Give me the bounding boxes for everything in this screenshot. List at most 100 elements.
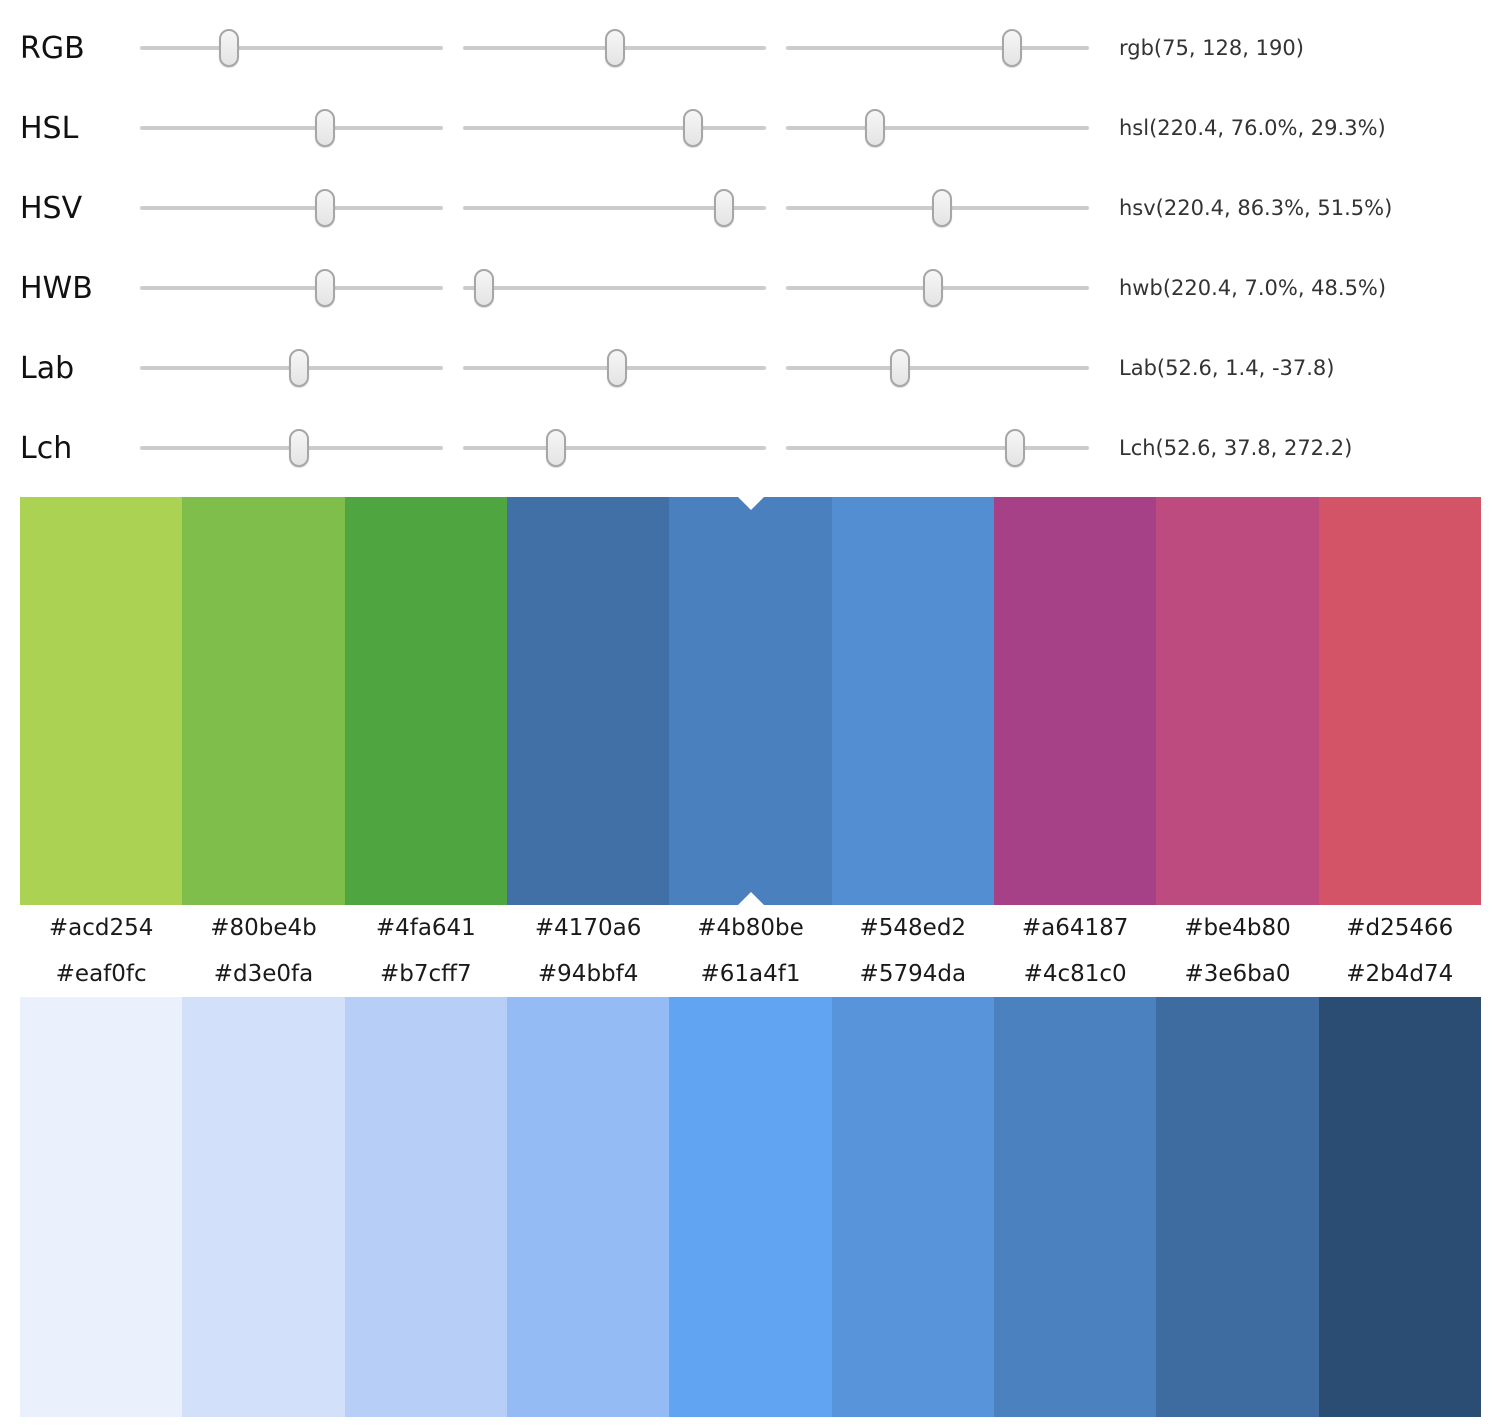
slider-track-line <box>786 366 1089 370</box>
slider-track[interactable] <box>786 26 1089 70</box>
slider-track[interactable] <box>140 26 443 70</box>
palette-swatch[interactable] <box>1318 997 1481 1417</box>
slider-thumb[interactable] <box>289 349 310 387</box>
palette-swatch[interactable] <box>669 497 832 905</box>
palette-swatch[interactable] <box>831 997 994 1417</box>
colorspace-label: HWB <box>20 270 93 306</box>
hue-palette-block: #acd254 #80be4b #4fa641 #4170a6 #4b80be #548e… <box>20 497 1481 951</box>
palette-swatch[interactable] <box>182 997 345 1417</box>
slider-track[interactable] <box>463 266 766 310</box>
palette-swatch[interactable] <box>20 497 183 905</box>
swatch-hex-label: #b7cff7 <box>380 961 472 987</box>
palette-swatch[interactable] <box>993 497 1157 905</box>
colorspace-label: RGB <box>20 30 85 66</box>
slider-thumb[interactable] <box>922 269 943 307</box>
slider-track[interactable] <box>786 186 1089 230</box>
slider-track[interactable] <box>463 26 766 70</box>
slider-track[interactable] <box>463 106 766 150</box>
slider-thumb[interactable] <box>545 429 566 467</box>
slider-thumb[interactable] <box>606 349 627 387</box>
swatch-hex-label: #94bbf4 <box>537 961 639 987</box>
slider-track-line <box>140 206 443 210</box>
slider-thumb[interactable] <box>315 189 336 227</box>
slider-tracks <box>140 266 1089 310</box>
swatch-hex-label: #4c81c0 <box>1023 961 1127 987</box>
swatch-hex-label: #80be4b <box>210 915 317 941</box>
slider-track[interactable] <box>463 346 766 390</box>
slider-tracks <box>140 26 1089 70</box>
slider-tracks <box>140 186 1089 230</box>
selected-swatch-notch-top <box>737 497 764 510</box>
palette-swatch[interactable] <box>506 997 670 1417</box>
slider-track[interactable] <box>140 106 443 150</box>
shade-palette <box>20 997 1481 1417</box>
swatch-hex-label: #2b4d74 <box>1346 961 1454 987</box>
palette-swatch[interactable] <box>831 497 994 905</box>
swatch-hex-label: #4b80be <box>697 915 804 941</box>
swatch-hex-label: #5794da <box>859 961 967 987</box>
slider-row-hwb: HWB hwb(220.4, 7.0%, 48.5%) <box>20 248 1481 328</box>
palette-swatch[interactable] <box>993 997 1157 1417</box>
slider-thumb[interactable] <box>1005 429 1026 467</box>
slider-track-line <box>140 46 443 50</box>
slider-thumb[interactable] <box>1001 29 1022 67</box>
slider-thumb[interactable] <box>683 109 704 147</box>
slider-track[interactable] <box>140 346 443 390</box>
palette-swatch[interactable] <box>1156 497 1319 905</box>
slider-thumb[interactable] <box>932 189 953 227</box>
slider-row-lab: Lab Lab(52.6, 1.4, -37.8) <box>20 328 1481 408</box>
slider-track-line <box>786 446 1089 450</box>
swatch-hex-label: #eaf0fc <box>55 961 147 987</box>
slider-track-line <box>463 126 766 130</box>
slider-track[interactable] <box>140 266 443 310</box>
palette-swatch[interactable] <box>20 997 183 1417</box>
slider-track[interactable] <box>463 426 766 470</box>
slider-thumb[interactable] <box>605 29 626 67</box>
slider-thumb[interactable] <box>315 269 336 307</box>
color-value-text: hsv(220.4, 86.3%, 51.5%) <box>1119 196 1393 220</box>
swatch-hex-label: #4170a6 <box>534 915 642 941</box>
slider-track-line <box>140 286 443 290</box>
selected-swatch-notch-bottom <box>737 892 764 905</box>
palette-swatch[interactable] <box>1318 497 1481 905</box>
color-value-text: hsl(220.4, 76.0%, 29.3%) <box>1119 116 1386 140</box>
slider-track[interactable] <box>786 426 1089 470</box>
slider-track[interactable] <box>786 106 1089 150</box>
hue-palette <box>20 497 1481 905</box>
swatch-hex-label: #d3e0fa <box>213 961 314 987</box>
slider-track-line <box>463 286 766 290</box>
slider-tracks <box>140 426 1089 470</box>
slider-track[interactable] <box>463 186 766 230</box>
slider-thumb[interactable] <box>289 429 310 467</box>
slider-thumb[interactable] <box>890 349 911 387</box>
palette-swatch[interactable] <box>182 497 345 905</box>
slider-track[interactable] <box>786 346 1089 390</box>
palette-swatch[interactable] <box>669 997 832 1417</box>
palette-swatch[interactable] <box>344 997 507 1417</box>
slider-thumb[interactable] <box>474 269 495 307</box>
slider-thumb[interactable] <box>714 189 735 227</box>
slider-row-hsv: HSV hsv(220.4, 86.3%, 51.5%) <box>20 168 1481 248</box>
slider-thumb[interactable] <box>315 109 336 147</box>
slider-track[interactable] <box>786 266 1089 310</box>
swatch-hex-label: #d25466 <box>1346 915 1454 941</box>
swatch-hex-label: #3e6ba0 <box>1184 961 1291 987</box>
colorspace-label: Lab <box>20 350 75 386</box>
palette-swatch[interactable] <box>1156 997 1319 1417</box>
slider-track-line <box>463 206 766 210</box>
colorspace-label: Lch <box>20 430 73 466</box>
palette-swatch[interactable] <box>506 497 670 905</box>
color-value-text: Lab(52.6, 1.4, -37.8) <box>1119 356 1335 380</box>
swatch-hex-label: #4fa641 <box>375 915 476 941</box>
slider-panel: RGB rgb(75, 128, 190) HSL hsl(220.4, 76.0%,… <box>20 8 1481 488</box>
slider-thumb[interactable] <box>864 109 885 147</box>
colorspace-label: HSV <box>20 190 83 226</box>
slider-thumb[interactable] <box>219 29 240 67</box>
palette-swatch[interactable] <box>344 497 507 905</box>
slider-track[interactable] <box>140 186 443 230</box>
slider-tracks <box>140 106 1089 150</box>
color-value-text: rgb(75, 128, 190) <box>1119 36 1304 60</box>
slider-track[interactable] <box>140 426 443 470</box>
swatch-hex-label: #a64187 <box>1021 915 1129 941</box>
